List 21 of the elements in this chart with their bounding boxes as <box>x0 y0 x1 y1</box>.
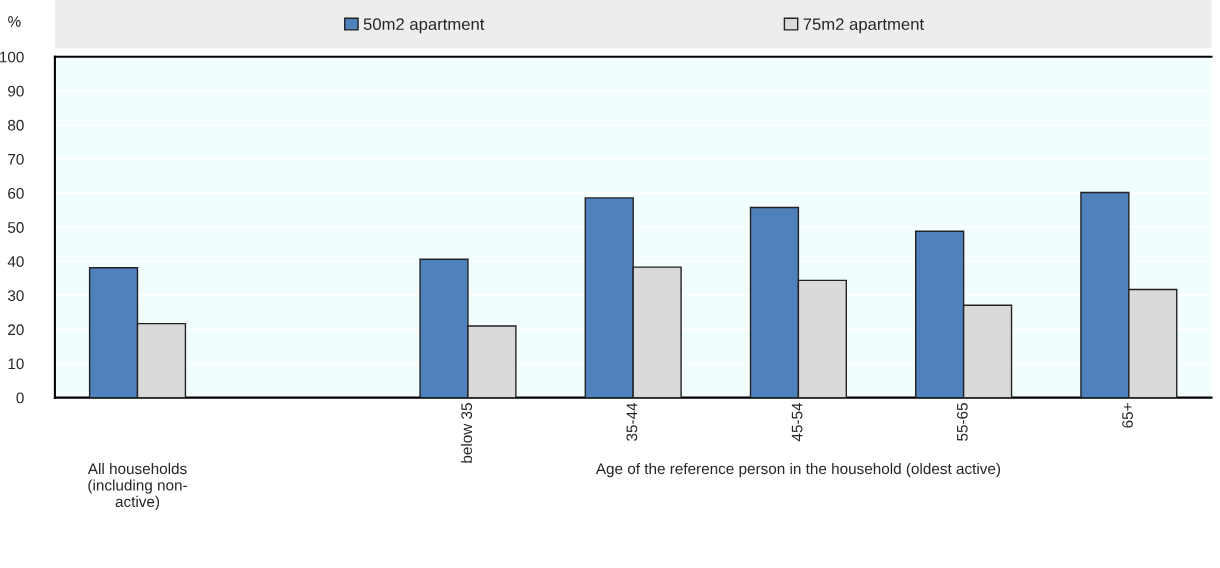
text: Age of the reference person in the household (oldest active) <box>595 462 1001 478</box>
y-tick-label: 40 <box>7 256 24 267</box>
y-tick-label: 30 <box>7 290 24 302</box>
x-tick-label: below 35 <box>460 403 473 463</box>
y-tick-label: 0 <box>16 392 24 404</box>
y-tick-label: 100 <box>0 51 24 63</box>
y-tick-label: 10 <box>8 358 24 370</box>
x-tick-label: 65+ <box>1122 403 1133 428</box>
legend-label: 50m2 apartment <box>363 18 485 34</box>
y-tick-label: 70 <box>8 153 24 165</box>
x-tick-label: 35-44 <box>626 402 638 441</box>
y-tick-label: 60 <box>8 187 24 199</box>
x-tick-label: 45-54 <box>791 402 803 442</box>
text: All households (including non- active) <box>87 462 187 511</box>
y-axis-title: % <box>8 16 21 27</box>
x-tick-label: 55-65 <box>956 403 968 441</box>
y-tick-label: 50 <box>7 222 24 233</box>
legend-label: 75m2 apartment <box>803 18 924 34</box>
y-tick-label: 20 <box>8 324 24 336</box>
y-tick-label: 90 <box>8 85 24 97</box>
y-tick-label: 80 <box>8 119 24 131</box>
